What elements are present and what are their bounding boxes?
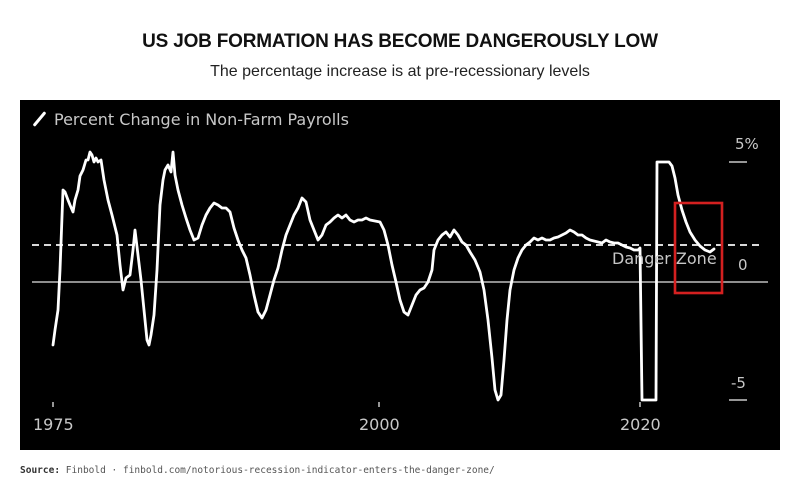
x-tick-label-2000: 2000 (359, 415, 400, 434)
chart-legend: Percent Change in Non-Farm Payrolls (32, 110, 349, 129)
legend-label: Percent Change in Non-Farm Payrolls (54, 110, 349, 129)
x-tick-label-1975: 1975 (33, 415, 74, 434)
source-text: Finbold · finbold.com/notorious-recessio… (65, 465, 495, 476)
chart-title: US JOB FORMATION HAS BECOME DANGEROUSLY … (142, 31, 658, 52)
y-tick-label-5: 5% (735, 135, 759, 153)
source-line: Source: Finbold · finbold.com/notorious-… (20, 465, 495, 476)
y-tick-label-minus5: -5 (731, 374, 746, 392)
danger-zone-highlight-box (673, 201, 724, 295)
line-series-icon (32, 111, 48, 129)
chart-plot (32, 150, 768, 407)
payrolls-series-line (51, 150, 716, 402)
chart-panel: Percent Change in Non-Farm Payrolls 5% 0… (20, 100, 780, 450)
y-tick-label-0: 0 (738, 256, 748, 274)
chart-subtitle: The percentage increase is at pre-recess… (210, 63, 590, 80)
x-tick-label-2020: 2020 (620, 415, 661, 434)
danger-zone-label: Danger Zone (612, 249, 717, 268)
source-label: Source: (20, 465, 61, 476)
